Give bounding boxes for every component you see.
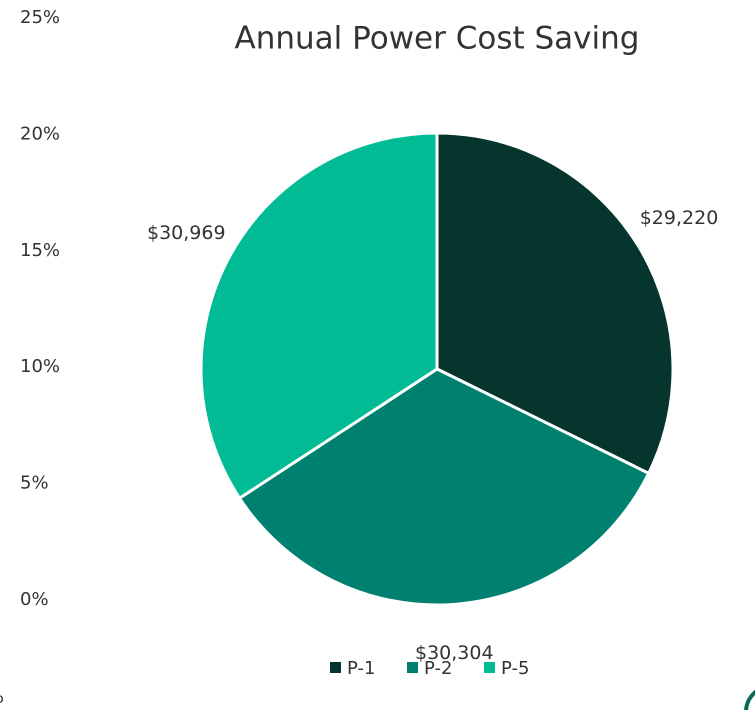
logo	[744, 689, 755, 710]
chart-title: Annual Power Cost Saving	[235, 21, 640, 57]
data-label: $30,969	[147, 222, 226, 244]
data-label: $29,220	[640, 207, 719, 229]
legend-label: P-5	[501, 658, 529, 679]
legend-label: P-1	[347, 658, 375, 679]
y-tick-label: 15%	[20, 240, 60, 261]
annotation: %	[0, 686, 4, 708]
legend-swatch	[407, 662, 418, 673]
legend-swatch	[484, 662, 495, 673]
data-label: $30,304	[415, 642, 494, 664]
pie-slice	[435, 131, 675, 476]
y-tick-label: 20%	[20, 123, 60, 144]
y-tick-label: 25%	[20, 7, 60, 28]
legend-swatch	[330, 662, 341, 673]
pie-slice	[237, 367, 651, 607]
y-tick-label: 0%	[20, 589, 49, 610]
legend-label: P-2	[424, 658, 452, 679]
y-tick-label: 10%	[20, 356, 60, 377]
y-tick-label: 5%	[20, 473, 49, 494]
pie-slice	[199, 131, 439, 501]
